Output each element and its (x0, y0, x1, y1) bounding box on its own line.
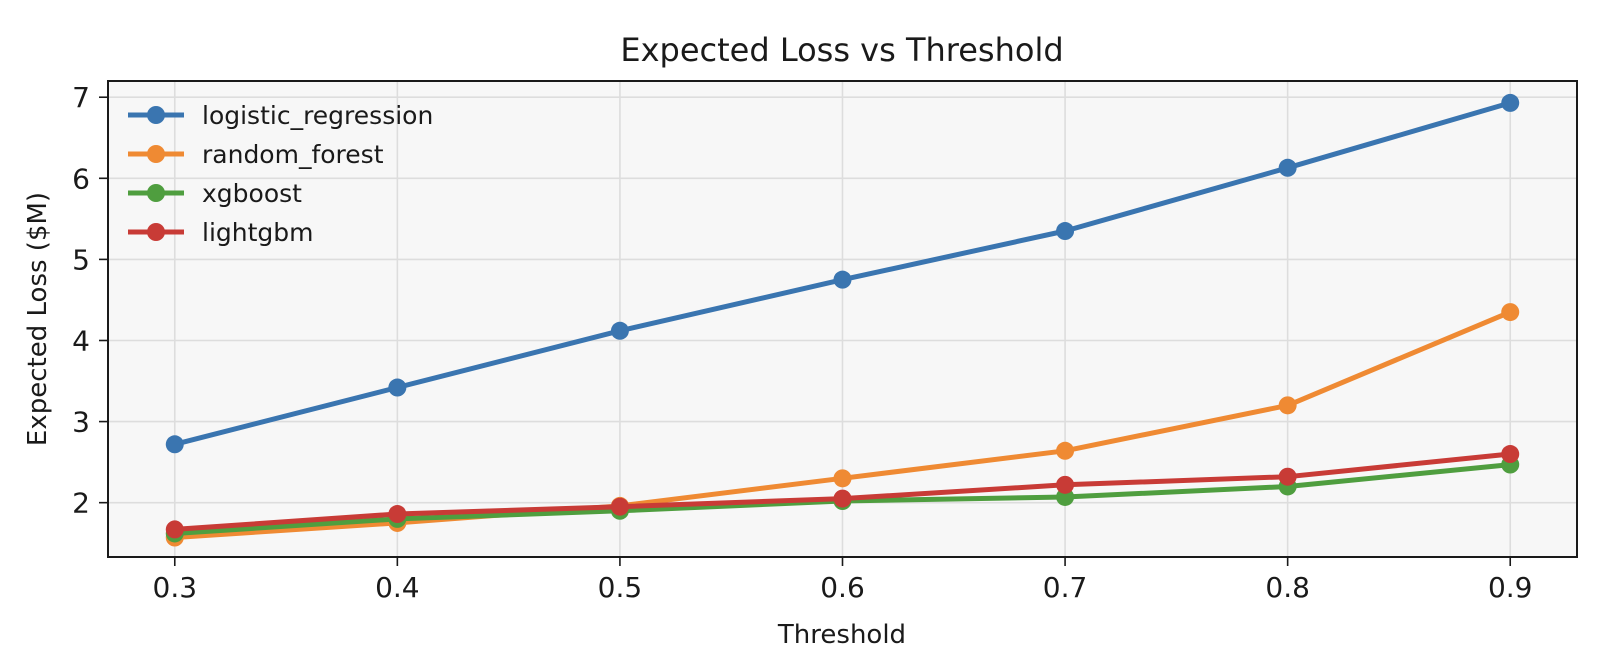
series-lightgbm (165, 445, 1520, 539)
legend-label: random_forest (202, 140, 384, 169)
series-logistic_regression (165, 93, 1520, 454)
x-tick-label: 0.9 (1488, 571, 1533, 604)
data-point-lightgbm (165, 520, 184, 539)
y-tick-label: 6 (72, 162, 90, 195)
data-point-logistic_regression (388, 378, 407, 397)
x-tick-label: 0.7 (1043, 571, 1088, 604)
legend-item-xgboost: xgboost (128, 179, 302, 208)
plot-frame (107, 80, 1578, 558)
data-point-random_forest (1056, 441, 1075, 460)
legend-item-logistic_regression: logistic_regression (128, 101, 433, 130)
data-point-lightgbm (833, 489, 852, 508)
x-tick-label: 0.5 (598, 571, 643, 604)
data-point-random_forest (833, 469, 852, 488)
legend-item-lightgbm: lightgbm (128, 218, 314, 247)
x-tick-label: 0.8 (1265, 571, 1310, 604)
legend-swatch-marker (147, 106, 165, 124)
data-point-logistic_regression (1501, 93, 1520, 112)
data-point-logistic_regression (1056, 222, 1075, 241)
x-tick-label: 0.4 (375, 571, 420, 604)
series-layer (165, 93, 1520, 547)
x-tick-label: 0.3 (153, 571, 198, 604)
legend-label: xgboost (202, 179, 302, 208)
legend-item-random_forest: random_forest (128, 140, 384, 169)
y-tick-label: 4 (72, 324, 90, 357)
y-axis-label: Expected Loss ($M) (23, 192, 53, 446)
data-point-random_forest (1501, 303, 1520, 322)
data-point-lightgbm (610, 497, 629, 516)
data-point-logistic_regression (833, 270, 852, 289)
y-tick-label: 3 (72, 406, 90, 439)
legend-swatch-marker (147, 145, 165, 163)
x-tick-label: 0.6 (820, 571, 865, 604)
data-point-lightgbm (388, 505, 407, 524)
data-point-lightgbm (1501, 445, 1520, 464)
data-point-logistic_regression (1278, 158, 1297, 177)
chart-title: Expected Loss vs Threshold (620, 31, 1063, 69)
data-point-logistic_regression (610, 321, 629, 340)
legend-label: logistic_regression (202, 101, 433, 130)
x-axis-label: Threshold (777, 620, 906, 650)
data-point-random_forest (1278, 396, 1297, 415)
data-point-logistic_regression (165, 435, 184, 454)
legend-swatch-marker (147, 223, 165, 241)
y-tick-label: 7 (72, 81, 90, 114)
axis-ticks: 0.3 0.4 0.5 0.6 0.7 0.8 0.9 2 3 4 5 6 7 (72, 81, 1532, 604)
data-point-lightgbm (1056, 475, 1075, 494)
y-tick-label: 5 (72, 243, 90, 276)
legend-label: lightgbm (202, 218, 314, 247)
y-tick-label: 2 (72, 487, 90, 520)
legend-swatch-marker (147, 184, 165, 202)
data-point-lightgbm (1278, 467, 1297, 486)
